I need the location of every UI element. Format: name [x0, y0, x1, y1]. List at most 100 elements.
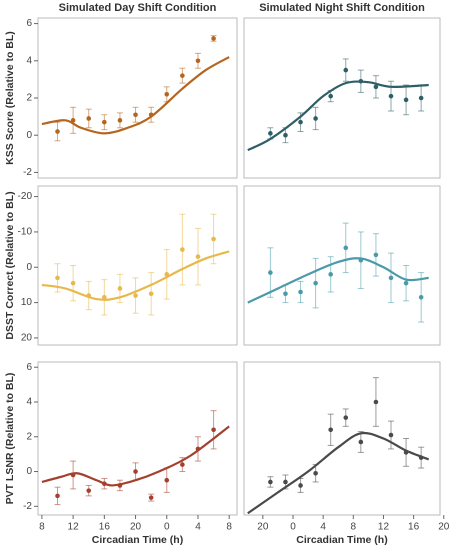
data-point: [70, 280, 76, 286]
data-point: [180, 462, 185, 467]
x-tick-label: 12: [378, 522, 390, 533]
data-point: [373, 252, 379, 258]
x-tick-label: 8: [351, 522, 357, 533]
x-tick-label: 0: [164, 522, 170, 533]
data-point: [373, 84, 379, 90]
y-tick-label: 10: [21, 297, 33, 308]
fit-curve: [41, 425, 230, 487]
fit-curve: [247, 257, 429, 304]
data-point: [298, 289, 303, 295]
data-point: [403, 97, 409, 103]
y-tick-label: 20: [21, 333, 33, 344]
data-point: [283, 132, 288, 138]
data-point: [328, 272, 333, 277]
x-tick-label: 8: [39, 522, 45, 533]
data-point: [403, 450, 409, 455]
y-axis-label: DSST Correct (Relative to BL): [4, 191, 16, 339]
fit-curve: [41, 56, 230, 135]
y-tick-label: -20: [18, 191, 33, 202]
panel-frame: [37, 17, 238, 179]
data-point: [102, 481, 107, 487]
data-point: [343, 245, 349, 251]
x-axis-label: Circadian Time (h): [92, 534, 183, 546]
data-point: [328, 427, 333, 433]
x-tick-label: 8: [226, 522, 232, 533]
data-point: [55, 275, 60, 281]
data-point: [211, 36, 216, 41]
fit-curve: [247, 431, 430, 515]
data-point: [283, 291, 288, 297]
data-point: [180, 247, 185, 252]
data-point: [148, 291, 154, 297]
data-point: [86, 116, 92, 121]
data-point: [133, 112, 138, 118]
y-tick-label: 4: [26, 55, 32, 66]
y-tick-label: 2: [26, 93, 32, 104]
panel-title: Simulated Night Shift Condition: [259, 2, 425, 14]
data-point: [268, 131, 273, 136]
data-point: [418, 95, 424, 101]
data-point: [164, 91, 170, 97]
y-tick-label: 4: [26, 397, 32, 408]
data-point: [195, 254, 201, 259]
y-tick-label: -2: [23, 167, 32, 178]
data-point: [403, 280, 409, 286]
data-point: [418, 295, 424, 300]
y-tick-label: -2: [23, 501, 32, 512]
panel-title: Simulated Day Shift Condition: [59, 2, 217, 14]
panel-frame: [243, 361, 441, 516]
data-point: [195, 58, 201, 64]
panel-frame: [243, 185, 441, 346]
panel-frame: [37, 185, 238, 346]
data-point: [211, 427, 216, 433]
data-point: [195, 446, 201, 452]
data-point: [55, 493, 60, 499]
data-point: [117, 483, 123, 488]
y-axis-label: PVT LSNR (Relative to BL): [4, 373, 16, 505]
x-tick-label: 20: [438, 522, 450, 533]
y-tick-label: 0: [26, 466, 32, 477]
x-tick-label: 20: [257, 522, 269, 533]
data-point: [180, 73, 185, 78]
x-tick-label: 12: [68, 522, 80, 533]
y-tick-label: 6: [26, 18, 32, 29]
data-point: [211, 236, 216, 242]
data-point: [388, 432, 394, 438]
x-tick-label: 0: [290, 522, 296, 533]
data-point: [388, 93, 394, 99]
data-point: [373, 399, 379, 405]
data-point: [148, 495, 154, 500]
data-point: [117, 118, 123, 123]
data-point: [86, 293, 92, 298]
x-tick-label: 16: [408, 522, 420, 533]
data-point: [117, 286, 123, 291]
data-point: [283, 479, 288, 485]
y-tick-label: 2: [26, 431, 32, 442]
panel-frame: [37, 361, 238, 516]
data-point: [313, 280, 318, 286]
data-point: [388, 275, 394, 281]
data-point: [298, 119, 303, 125]
data-point: [343, 67, 349, 73]
data-point: [102, 119, 107, 125]
data-point: [358, 78, 364, 84]
data-point: [164, 477, 170, 483]
data-point: [313, 116, 318, 121]
y-axis-label: KSS Score (Relative to BL): [4, 31, 16, 165]
panel-frame: [243, 17, 441, 179]
data-point: [86, 488, 92, 493]
data-point: [268, 270, 273, 275]
data-point: [343, 415, 349, 420]
data-point: [268, 479, 273, 485]
x-tick-label: 16: [99, 522, 111, 533]
data-point: [55, 129, 60, 134]
data-point: [70, 472, 76, 478]
data-point: [148, 112, 154, 118]
data-point: [102, 295, 107, 300]
x-axis-label: Circadian Time (h): [296, 534, 387, 546]
data-point: [328, 93, 333, 99]
x-tick-label: 4: [320, 522, 326, 533]
data-point: [358, 439, 364, 445]
data-point: [313, 470, 318, 476]
x-tick-label: 4: [195, 522, 201, 533]
